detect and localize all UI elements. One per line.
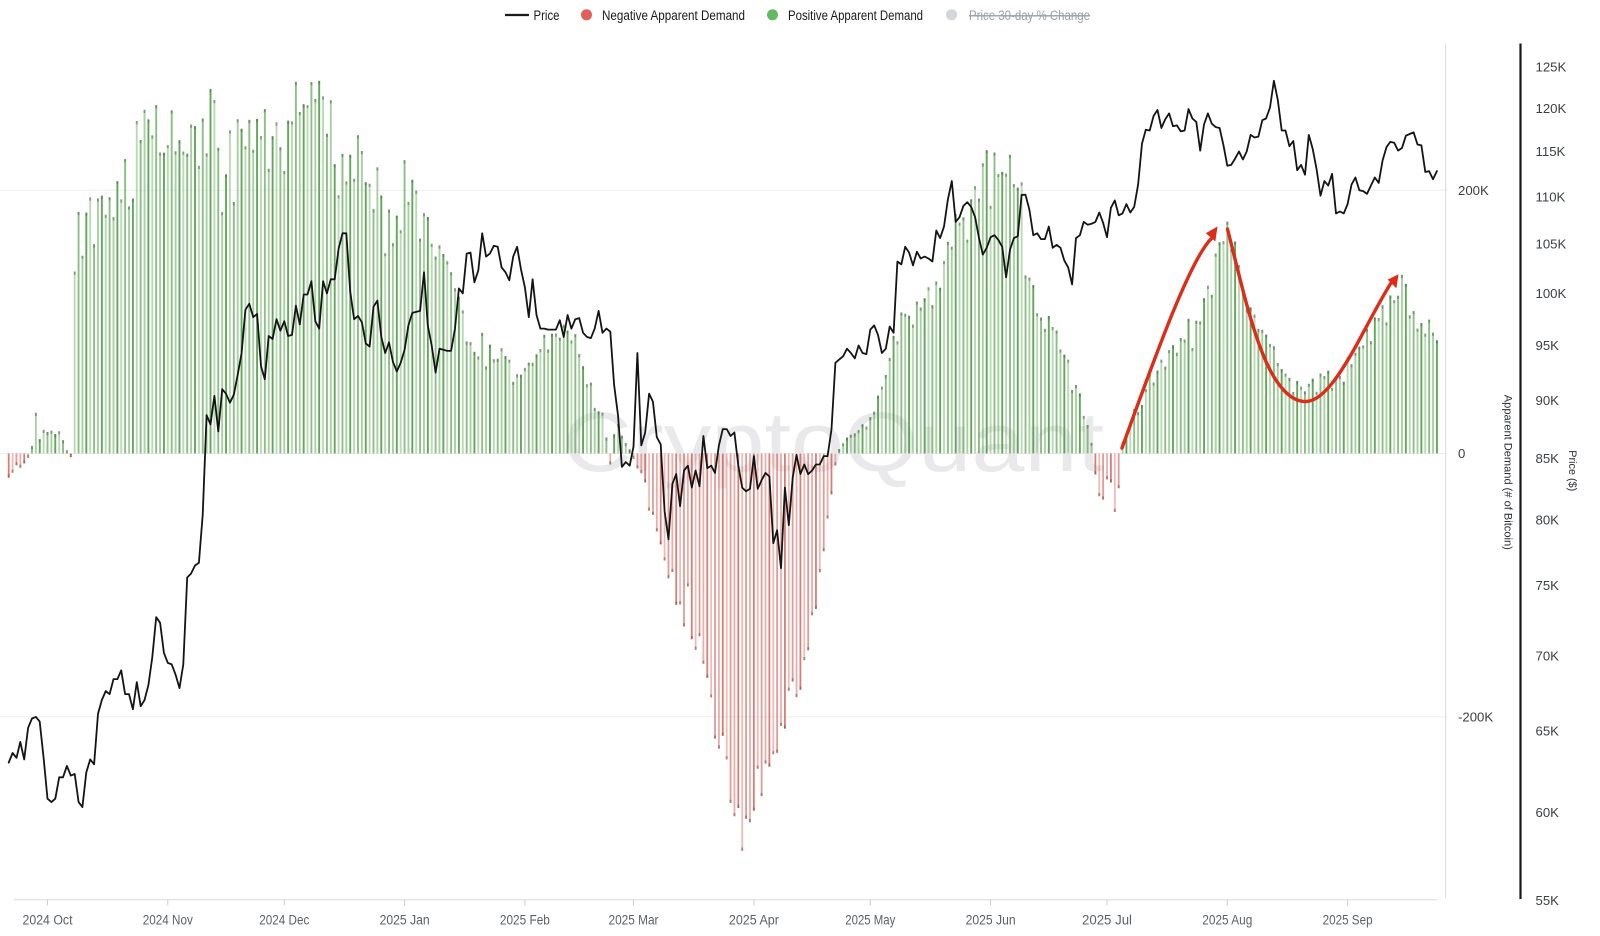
svg-text:70K: 70K [1536,648,1560,663]
svg-text:2025 May: 2025 May [845,913,895,928]
svg-text:2025 Apr: 2025 Apr [729,913,779,928]
svg-text:60K: 60K [1536,805,1560,820]
svg-text:2025 Jul: 2025 Jul [1082,913,1132,928]
svg-text:95K: 95K [1536,338,1560,353]
svg-text:-200K: -200K [1458,709,1493,724]
svg-text:2025 Feb: 2025 Feb [500,913,550,928]
svg-text:100K: 100K [1536,286,1567,301]
svg-text:75K: 75K [1536,578,1560,593]
svg-text:2025 Aug: 2025 Aug [1202,913,1252,928]
svg-text:Negative Apparent Demand: Negative Apparent Demand [602,8,745,24]
svg-text:2024 Nov: 2024 Nov [143,913,193,928]
svg-text:115K: 115K [1536,144,1566,159]
svg-text:120K: 120K [1536,101,1567,116]
svg-text:65K: 65K [1536,724,1560,739]
svg-text:Price 30-day % Change: Price 30-day % Change [969,8,1090,24]
svg-text:2024 Dec: 2024 Dec [259,913,309,928]
svg-text:55K: 55K [1536,893,1560,908]
svg-text:2025 Mar: 2025 Mar [609,913,659,928]
svg-text:85K: 85K [1536,451,1560,466]
svg-text:2025 Sep: 2025 Sep [1323,913,1373,928]
svg-text:Apparent Demand (# of Bitcoin): Apparent Demand (# of Bitcoin) [1502,395,1514,550]
svg-text:2024 Oct: 2024 Oct [23,913,73,928]
svg-text:Price: Price [534,8,560,24]
svg-text:125K: 125K [1536,59,1567,74]
svg-text:Price ($): Price ($) [1566,450,1578,491]
svg-text:90K: 90K [1536,393,1560,408]
svg-text:200K: 200K [1458,183,1489,198]
svg-text:0: 0 [1458,446,1465,461]
svg-text:80K: 80K [1536,513,1560,528]
svg-text:110K: 110K [1536,189,1566,204]
svg-text:2025 Jun: 2025 Jun [966,913,1016,928]
svg-text:2025 Jan: 2025 Jan [380,913,430,928]
svg-text:105K: 105K [1536,237,1567,252]
svg-text:Positive Apparent Demand: Positive Apparent Demand [788,8,923,24]
